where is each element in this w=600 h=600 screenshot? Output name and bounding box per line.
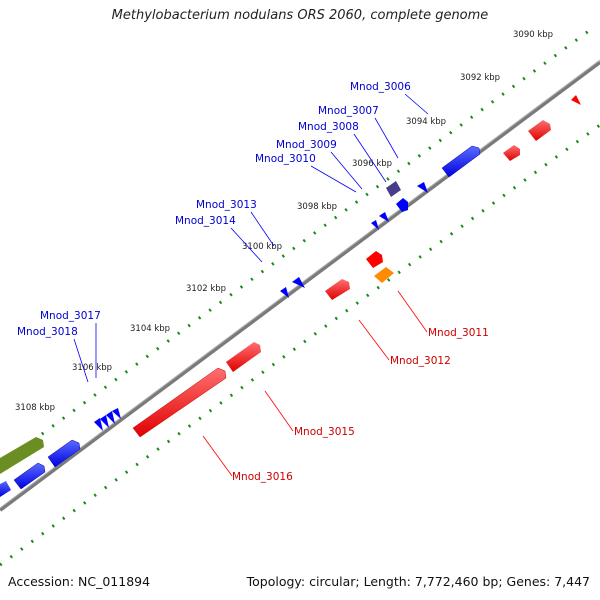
genome-summary-text: Topology: circular; Length: 7,772,460 bp…	[246, 574, 590, 589]
gene-label-reverse[interactable]: Mnod_3016	[232, 471, 293, 483]
gene-label-reverse[interactable]: Mnod_3012	[390, 355, 451, 367]
gene-label-forward[interactable]: Mnod_3013	[196, 199, 257, 211]
genome-backbone	[0, 60, 600, 512]
scale-label: 3106 kbp	[72, 363, 112, 373]
gene-forward	[100, 415, 109, 428]
gene-forward	[0, 481, 11, 497]
gene-label-reverse[interactable]: Mnod_3011	[428, 327, 489, 339]
leader-line	[250, 211, 275, 247]
leader-line	[374, 117, 399, 159]
gene-forward	[280, 287, 289, 298]
gene-reverse	[366, 251, 383, 268]
leader-line	[353, 133, 387, 183]
gene-label-forward[interactable]: Mnod_3007	[318, 105, 379, 117]
outer-tick-ring	[0, 28, 591, 467]
gene-reverse-orange	[374, 267, 394, 283]
gene-forward	[47, 439, 81, 468]
gene-forward	[292, 277, 305, 288]
gene-reverse	[503, 145, 520, 161]
gene-forward	[112, 408, 121, 419]
leader-line	[330, 151, 363, 190]
gene-forward	[94, 418, 103, 431]
gene-reverse	[132, 367, 227, 438]
scale-label: 3102 kbp	[186, 284, 226, 294]
gene-reverse	[325, 279, 350, 300]
gene-forward-purple	[386, 181, 401, 197]
gene-forward	[379, 212, 389, 222]
gene-reverse	[571, 95, 581, 105]
gene-forward	[13, 462, 46, 490]
gene-forward	[441, 145, 481, 178]
gene-forward-olive	[0, 437, 44, 474]
gene-label-forward[interactable]: Mnod_3014	[175, 215, 236, 227]
scale-label: 3090 kbp	[513, 30, 553, 40]
accession-text: Accession: NC_011894	[8, 574, 151, 589]
map-title: Methylobacterium nodulans ORS 2060, comp…	[111, 8, 489, 23]
gene-reverse	[226, 342, 261, 372]
leader-line	[310, 165, 357, 193]
gene-label-forward[interactable]: Mnod_3006	[350, 81, 411, 93]
leader-line	[202, 435, 233, 477]
leader-line	[73, 338, 89, 383]
gene-label-forward[interactable]: Mnod_3010	[255, 153, 316, 165]
gene-label-reverse[interactable]: Mnod_3015	[294, 426, 355, 438]
leader-line	[404, 93, 429, 115]
gene-label-forward[interactable]: Mnod_3008	[298, 121, 359, 133]
gene-label-forward[interactable]: Mnod_3018	[17, 326, 78, 338]
leader-line	[358, 319, 390, 361]
gene-forward	[106, 411, 115, 424]
scale-label: 3094 kbp	[406, 117, 446, 127]
leader-line	[230, 227, 263, 263]
scale-label: 3100 kbp	[242, 242, 282, 252]
gene-label-forward[interactable]: Mnod_3009	[276, 139, 337, 151]
scale-label: 3096 kbp	[352, 159, 392, 169]
gene-reverse	[528, 120, 551, 141]
gene-forward	[371, 220, 379, 230]
scale-label: 3098 kbp	[297, 202, 337, 212]
scale-label: 3108 kbp	[15, 403, 55, 413]
inner-tick-ring	[0, 123, 600, 567]
scale-label: 3092 kbp	[460, 73, 500, 83]
leader-line	[397, 290, 428, 333]
gene-label-forward[interactable]: Mnod_3017	[40, 310, 101, 322]
gene-forward	[396, 198, 408, 212]
leader-line	[264, 390, 294, 432]
gene-forward	[417, 182, 428, 193]
scale-label: 3104 kbp	[130, 324, 170, 334]
